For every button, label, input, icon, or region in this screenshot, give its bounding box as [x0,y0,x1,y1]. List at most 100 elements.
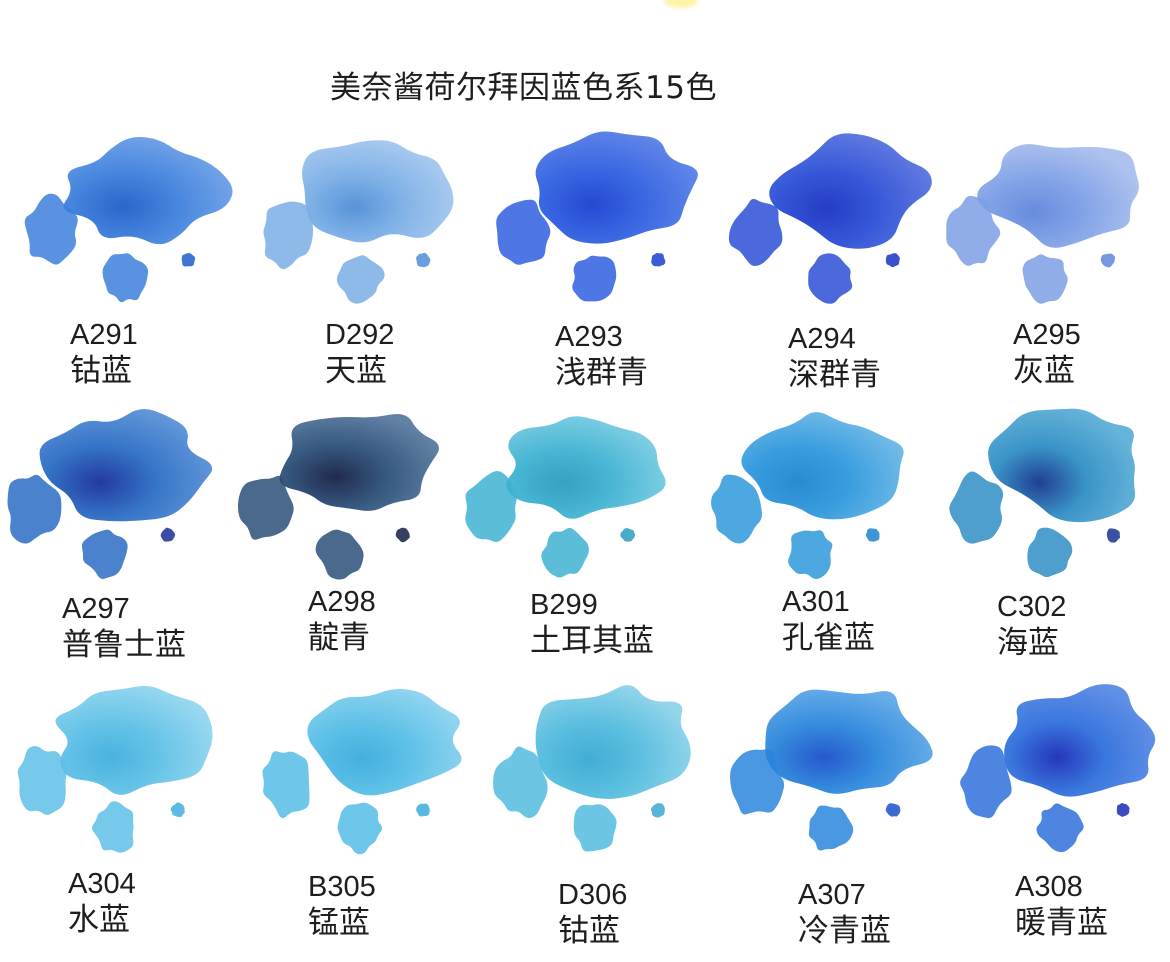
swatch-code: A308 [1015,871,1083,903]
main-paint-blob [307,689,462,796]
swatch-color-name: 锰蓝 [308,905,370,941]
swatch-color-name: 钴蓝 [70,353,132,389]
paint-dot [885,803,901,817]
swatch-code: C302 [997,591,1067,623]
page-title: 美奈酱荷尔拜因蓝色系15色 [330,70,717,106]
swatch-code: A293 [555,321,623,353]
swatch-label: A291 钴蓝 [70,318,138,390]
swatch-code: A295 [1013,319,1081,351]
paint-swatch [945,395,1170,585]
main-paint-blob [535,131,698,244]
side-paint-blob [946,195,1001,266]
paint-swatch [20,120,250,310]
swatch-color-name: 冷青蓝 [798,913,891,949]
paint-dot [651,803,665,818]
side-paint-blob [711,474,762,544]
small-paint-blob [336,255,385,304]
paint-swatch [955,670,1170,860]
paint-dot [1116,803,1130,817]
paint-dot [865,528,880,542]
swatch-paint-blobs [711,412,904,580]
swatch-code: A307 [798,879,866,911]
swatch-code: D306 [558,879,628,911]
paint-swatch [255,120,485,310]
swatch-label: A297 普鲁士蓝 [62,592,186,664]
main-paint-blob [279,414,439,511]
paint-dot [416,252,431,268]
swatch-color-name: 孔雀蓝 [782,620,875,656]
swatch-label: B305 锰蓝 [308,870,376,942]
swatch-paint-blobs [728,133,932,304]
swatch-paint-blobs [237,414,439,580]
swatch-label: A294 深群青 [788,322,881,394]
swatch-paint-blobs [946,144,1139,304]
small-paint-blob [808,805,854,851]
side-paint-blob [24,193,78,265]
swatch-color-name: 土耳其蓝 [530,623,654,659]
main-paint-blob [302,140,454,243]
swatch-paint-blobs [949,408,1136,578]
swatch-color-name: 暖青蓝 [1015,905,1108,941]
side-paint-blob [728,198,783,267]
swatch-code: A294 [788,323,856,355]
swatch-paint-blobs [7,409,213,579]
small-paint-blob [808,253,853,304]
swatch-code: D292 [325,319,395,351]
small-paint-blob [102,253,149,303]
paint-swatch [460,395,690,585]
small-paint-blob [81,529,128,579]
paint-swatch [235,395,465,585]
paint-swatch [490,670,720,860]
swatch-code: B299 [530,589,598,621]
paint-swatch [725,670,955,860]
side-paint-blob [493,746,548,819]
main-paint-blob [535,685,691,799]
side-paint-blob [17,746,67,815]
paint-swatch [940,120,1170,310]
swatch-color-name: 海蓝 [997,625,1059,661]
side-paint-blob [949,471,1004,544]
paint-swatch [705,395,935,585]
paint-dot [395,527,410,543]
swatch-label: A293 浅群青 [555,320,648,392]
swatch-label: A308 暖青蓝 [1015,870,1108,942]
paint-swatch [255,670,485,860]
swatch-label: A307 冷青蓝 [798,878,891,950]
paint-swatch [10,670,240,860]
paint-dot [416,803,430,817]
swatch-code: A291 [70,319,138,351]
side-paint-blob [960,745,1012,819]
main-paint-blob [977,144,1139,248]
main-paint-blob [63,136,233,245]
side-paint-blob [237,475,294,540]
swatch-code: B305 [308,871,376,903]
swatch-paint-blobs [17,686,213,853]
swatch-paint-blobs [960,684,1156,853]
swatch-paint-blobs [493,685,691,852]
paint-swatch [490,120,720,310]
side-paint-blob [262,751,310,819]
swatch-code: A301 [782,586,850,618]
small-paint-blob [572,255,617,302]
small-paint-blob [1027,527,1073,578]
swatch-label: A304 水蓝 [68,867,136,939]
swatch-paint-blobs [24,136,233,303]
paint-dot [181,253,196,267]
small-paint-blob [92,801,134,853]
swatch-label: B299 土耳其蓝 [530,588,654,660]
swatch-paint-blobs [262,689,462,855]
paint-dot [885,253,900,268]
swatch-paint-blobs [465,416,666,578]
swatch-code: A298 [308,586,376,618]
main-paint-blob [506,416,666,519]
small-paint-blob [1036,803,1084,853]
side-paint-blob [730,749,785,815]
paint-dot [1106,528,1121,543]
paint-dot [170,802,185,818]
main-paint-blob [769,133,932,249]
yellow-paint-dot [664,0,698,8]
swatch-code: A304 [68,868,136,900]
swatch-paint-blobs [730,689,933,851]
main-paint-blob [55,686,213,795]
